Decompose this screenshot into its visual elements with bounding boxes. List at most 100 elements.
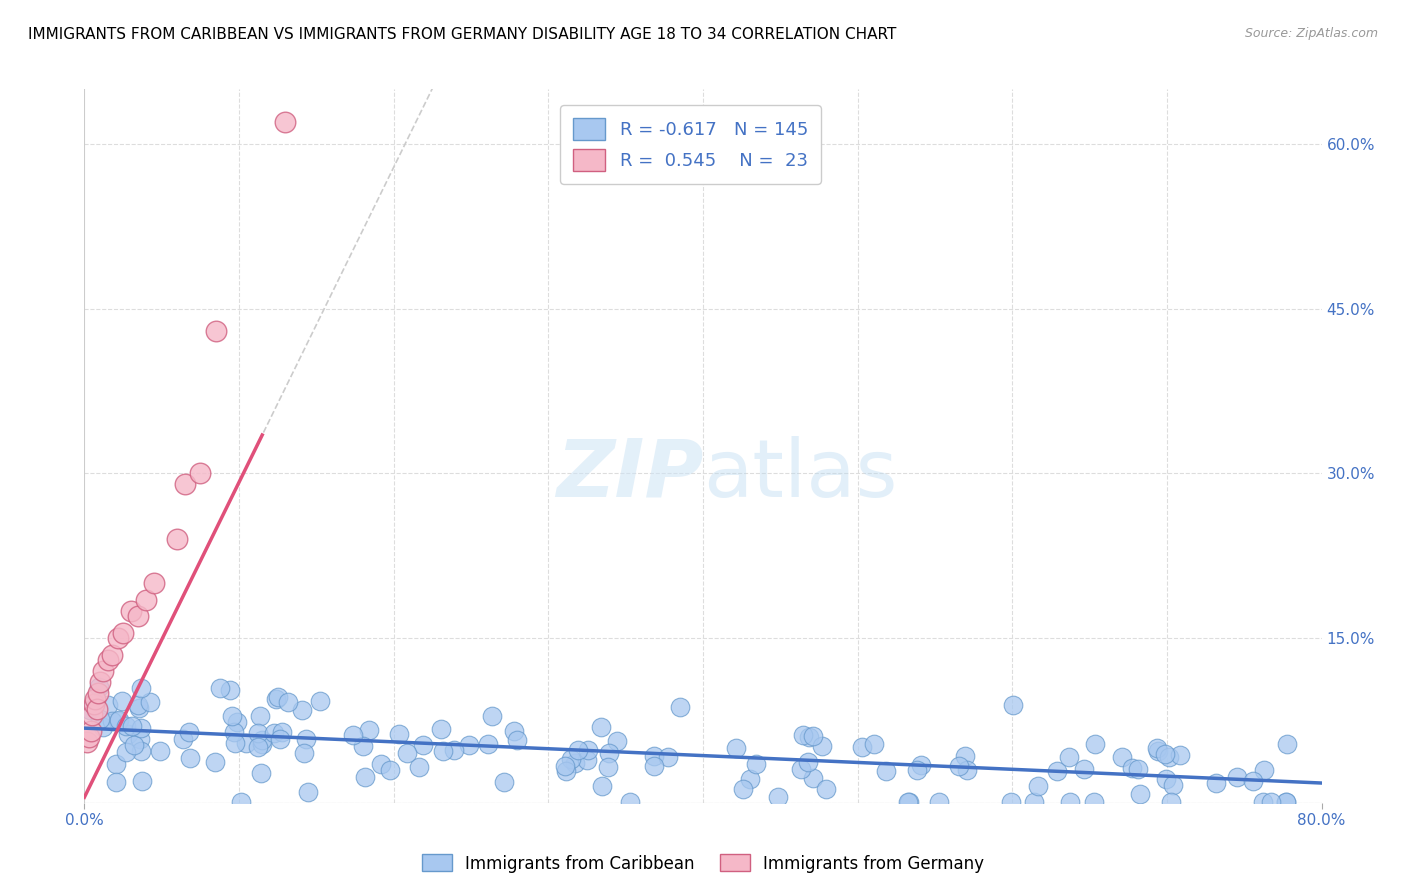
Point bbox=[724, 741, 747, 756]
Point bbox=[179, 750, 201, 764]
Point bbox=[89, 675, 111, 690]
Point bbox=[1260, 795, 1282, 809]
Point bbox=[101, 648, 124, 662]
Point bbox=[76, 735, 98, 749]
Point bbox=[1026, 779, 1049, 793]
Point bbox=[738, 772, 761, 786]
Point bbox=[1277, 737, 1299, 751]
Point bbox=[408, 760, 430, 774]
Point bbox=[247, 740, 270, 755]
Point bbox=[766, 790, 789, 805]
Point bbox=[224, 736, 246, 750]
Point bbox=[295, 731, 318, 746]
Point bbox=[1073, 762, 1095, 776]
Point bbox=[815, 782, 838, 797]
Point bbox=[897, 795, 920, 809]
Point bbox=[267, 690, 290, 704]
Point bbox=[250, 732, 273, 747]
Point bbox=[188, 467, 212, 481]
Point bbox=[619, 795, 641, 809]
Point bbox=[87, 686, 110, 700]
Point bbox=[956, 763, 979, 777]
Point bbox=[799, 730, 821, 744]
Point bbox=[1146, 740, 1168, 755]
Point bbox=[1111, 749, 1133, 764]
Point bbox=[122, 738, 145, 752]
Point bbox=[131, 774, 153, 789]
Point bbox=[89, 681, 111, 695]
Point bbox=[274, 115, 297, 129]
Point bbox=[115, 745, 138, 759]
Point bbox=[105, 775, 128, 789]
Point bbox=[481, 709, 503, 723]
Point bbox=[249, 708, 271, 723]
Point bbox=[797, 756, 820, 770]
Point bbox=[221, 709, 243, 723]
Point bbox=[388, 727, 411, 741]
Point bbox=[554, 764, 576, 778]
Point bbox=[928, 795, 950, 809]
Point bbox=[1057, 749, 1080, 764]
Point bbox=[264, 692, 287, 706]
Point bbox=[1121, 761, 1143, 775]
Point bbox=[231, 795, 253, 809]
Point bbox=[910, 757, 932, 772]
Point bbox=[246, 726, 269, 740]
Point bbox=[127, 698, 149, 712]
Point bbox=[249, 766, 271, 780]
Point bbox=[82, 708, 104, 723]
Point bbox=[91, 664, 114, 678]
Point bbox=[269, 731, 291, 746]
Point bbox=[1059, 795, 1081, 809]
Point bbox=[443, 743, 465, 757]
Point bbox=[79, 703, 101, 717]
Point bbox=[554, 758, 576, 772]
Point bbox=[589, 720, 612, 734]
Point bbox=[792, 728, 814, 742]
Point bbox=[135, 592, 157, 607]
Point bbox=[143, 576, 166, 591]
Point bbox=[97, 698, 120, 713]
Point bbox=[576, 742, 599, 756]
Point bbox=[458, 738, 481, 752]
Point bbox=[1241, 774, 1264, 789]
Point bbox=[89, 712, 111, 726]
Point bbox=[218, 683, 240, 698]
Point bbox=[905, 764, 928, 778]
Point bbox=[91, 720, 114, 734]
Point bbox=[801, 771, 824, 785]
Point bbox=[432, 744, 454, 758]
Point bbox=[851, 740, 873, 755]
Text: ZIP: ZIP bbox=[555, 435, 703, 514]
Point bbox=[1275, 795, 1298, 809]
Point bbox=[77, 730, 100, 744]
Point bbox=[1253, 763, 1275, 777]
Point bbox=[271, 724, 294, 739]
Point bbox=[669, 699, 692, 714]
Point bbox=[224, 725, 246, 739]
Point bbox=[120, 604, 142, 618]
Point bbox=[297, 785, 319, 799]
Point bbox=[149, 744, 172, 758]
Text: atlas: atlas bbox=[703, 435, 897, 514]
Point bbox=[83, 697, 105, 711]
Point bbox=[575, 753, 598, 767]
Point bbox=[129, 744, 152, 758]
Point bbox=[1002, 698, 1025, 712]
Point bbox=[477, 737, 499, 751]
Point bbox=[208, 681, 231, 696]
Point bbox=[596, 760, 619, 774]
Point bbox=[643, 759, 665, 773]
Point bbox=[205, 324, 228, 338]
Point bbox=[129, 732, 152, 747]
Point bbox=[430, 722, 453, 736]
Point bbox=[129, 681, 152, 696]
Point bbox=[1163, 778, 1185, 792]
Point bbox=[560, 751, 582, 765]
Point bbox=[174, 477, 197, 491]
Point bbox=[352, 739, 374, 753]
Point bbox=[342, 729, 364, 743]
Point bbox=[107, 714, 129, 728]
Point bbox=[591, 779, 613, 793]
Point bbox=[172, 732, 194, 747]
